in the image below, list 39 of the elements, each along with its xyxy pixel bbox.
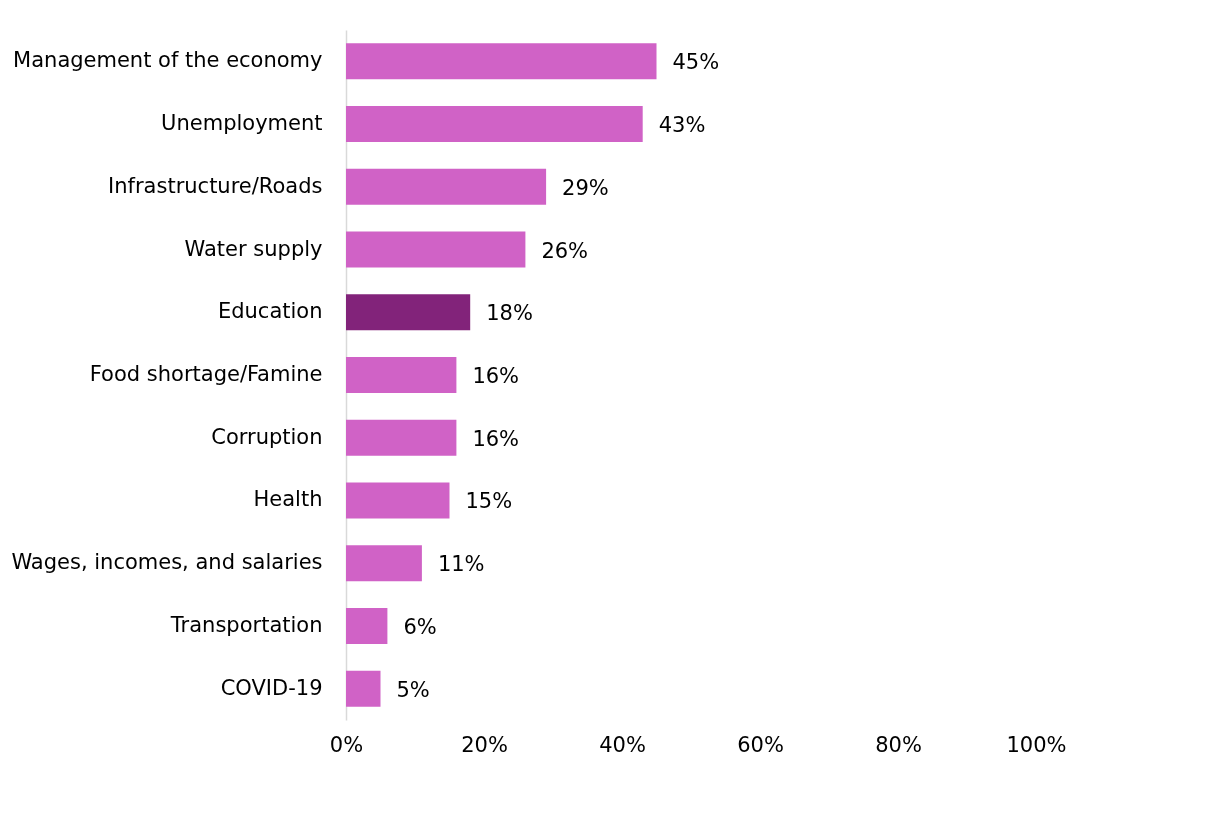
y-tick-label: Food shortage/Famine bbox=[89, 362, 323, 386]
bar bbox=[346, 545, 422, 582]
bar bbox=[346, 168, 547, 205]
y-tick-label: Wages, incomes, and salaries bbox=[11, 550, 323, 575]
bar bbox=[346, 231, 526, 268]
data-label: 45% bbox=[672, 50, 720, 75]
x-tick-label: 40% bbox=[599, 732, 646, 757]
y-tick-label: Corruption bbox=[211, 424, 323, 449]
bar bbox=[346, 670, 381, 707]
data-label: 11% bbox=[437, 552, 485, 577]
data-label: 26% bbox=[541, 238, 589, 263]
y-tick-label: Water supply bbox=[184, 236, 323, 261]
data-label: 15% bbox=[465, 489, 513, 514]
y-tick-label: Management of the economy bbox=[13, 48, 323, 73]
bar bbox=[346, 294, 471, 331]
y-tick-label: Unemployment bbox=[161, 111, 323, 136]
bar bbox=[346, 43, 657, 80]
x-tick-label: 0% bbox=[329, 732, 364, 757]
bar bbox=[346, 482, 450, 519]
y-tick-label: Health bbox=[253, 487, 323, 512]
data-label: 18% bbox=[486, 301, 533, 326]
x-tick-label: 20% bbox=[461, 732, 508, 757]
y-tick-label: Education bbox=[217, 299, 323, 324]
data-label: 6% bbox=[403, 614, 437, 639]
y-tick-label: COVID-19 bbox=[220, 675, 323, 700]
y-tick-label: Transportation bbox=[169, 612, 323, 637]
data-label: 16% bbox=[472, 426, 520, 451]
data-label: 29% bbox=[562, 175, 609, 200]
data-label: 16% bbox=[472, 364, 520, 388]
x-tick-label: 80% bbox=[875, 732, 922, 757]
x-tick-label: 100% bbox=[1006, 732, 1067, 757]
bar bbox=[346, 357, 457, 393]
data-label: 5% bbox=[396, 677, 430, 702]
bar bbox=[346, 419, 457, 456]
bar bbox=[346, 106, 643, 143]
bar bbox=[346, 607, 388, 644]
y-tick-label: Infrastructure/Roads bbox=[108, 173, 323, 198]
x-tick-label: 60% bbox=[737, 732, 784, 757]
data-label: 43% bbox=[658, 113, 706, 138]
